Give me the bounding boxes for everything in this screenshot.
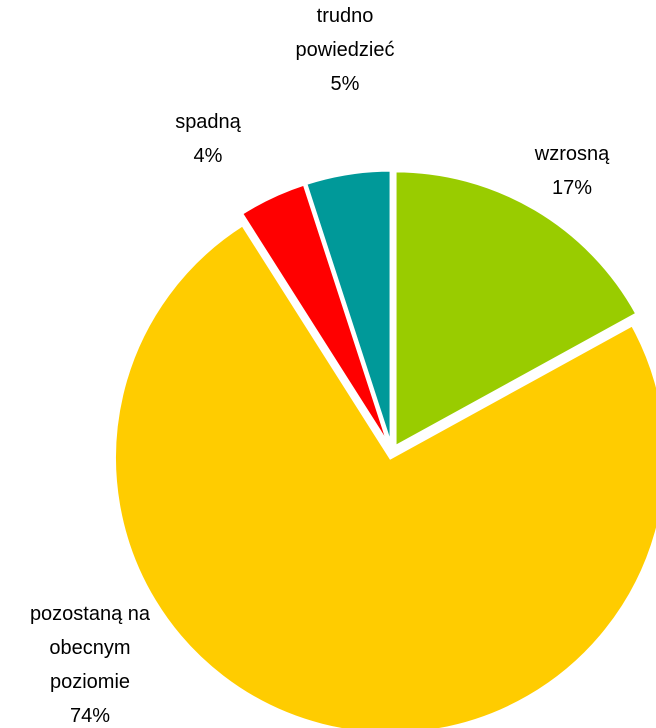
pie-slice — [113, 222, 656, 728]
pie-slice — [393, 169, 639, 450]
category-label: pozostaną na obecnym poziomie — [30, 603, 151, 693]
slice-label: trudno powiedzieć 5% — [296, 5, 395, 95]
slice-label: wzrosną 17% — [534, 143, 610, 199]
pie-slice — [303, 168, 393, 447]
value-label: 4% — [194, 145, 223, 167]
slice-label: pozostaną na obecnym poziomie 74% — [30, 603, 151, 727]
value-label: 74% — [70, 705, 110, 727]
category-line: obecnym — [49, 637, 130, 659]
category-label: spadną — [175, 111, 241, 133]
pie-slice — [239, 182, 391, 448]
category-line: trudno — [317, 5, 374, 27]
category-label: trudno powiedzieć — [296, 5, 395, 61]
category-line: spadną — [175, 111, 241, 133]
slice-label: spadną 4% — [175, 111, 241, 167]
category-line: poziomie — [50, 671, 130, 693]
category-label: wzrosną — [534, 143, 610, 165]
value-label: 5% — [331, 73, 360, 95]
category-line: powiedzieć — [296, 39, 395, 61]
category-line: pozostaną na — [30, 603, 151, 625]
category-line: wzrosną — [534, 143, 610, 165]
value-label: 17% — [552, 177, 592, 199]
